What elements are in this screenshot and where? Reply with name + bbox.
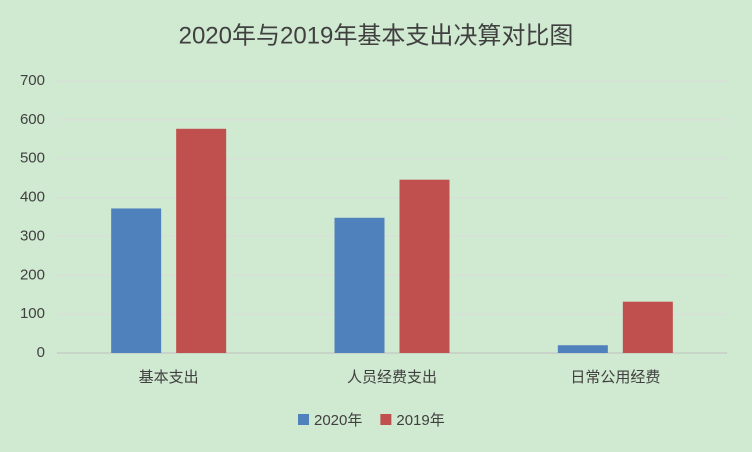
legend-label: 2019年 [396,412,444,429]
y-tick-label: 700 [20,72,45,89]
bar [622,301,673,353]
bar [557,345,608,353]
bar [176,128,227,353]
x-tick-label: 日常公用经费 [570,369,660,386]
bar [111,208,162,353]
bar [334,217,385,353]
y-tick-label: 200 [20,266,45,283]
x-tick-label: 人员经费支出 [347,369,437,386]
x-tick-label: 基本支出 [139,369,199,386]
y-tick-label: 100 [20,305,45,322]
y-tick-label: 0 [37,344,45,361]
y-tick-label: 600 [20,111,45,128]
chart-title: 2020年与2019年基本支出决算对比图 [179,22,574,49]
y-tick-label: 300 [20,227,45,244]
legend-swatch [298,414,309,425]
legend-swatch [380,414,392,425]
legend-label: 2020年 [314,412,362,429]
y-tick-label: 400 [20,189,45,206]
bar [399,179,450,353]
y-tick-label: 500 [20,150,45,167]
